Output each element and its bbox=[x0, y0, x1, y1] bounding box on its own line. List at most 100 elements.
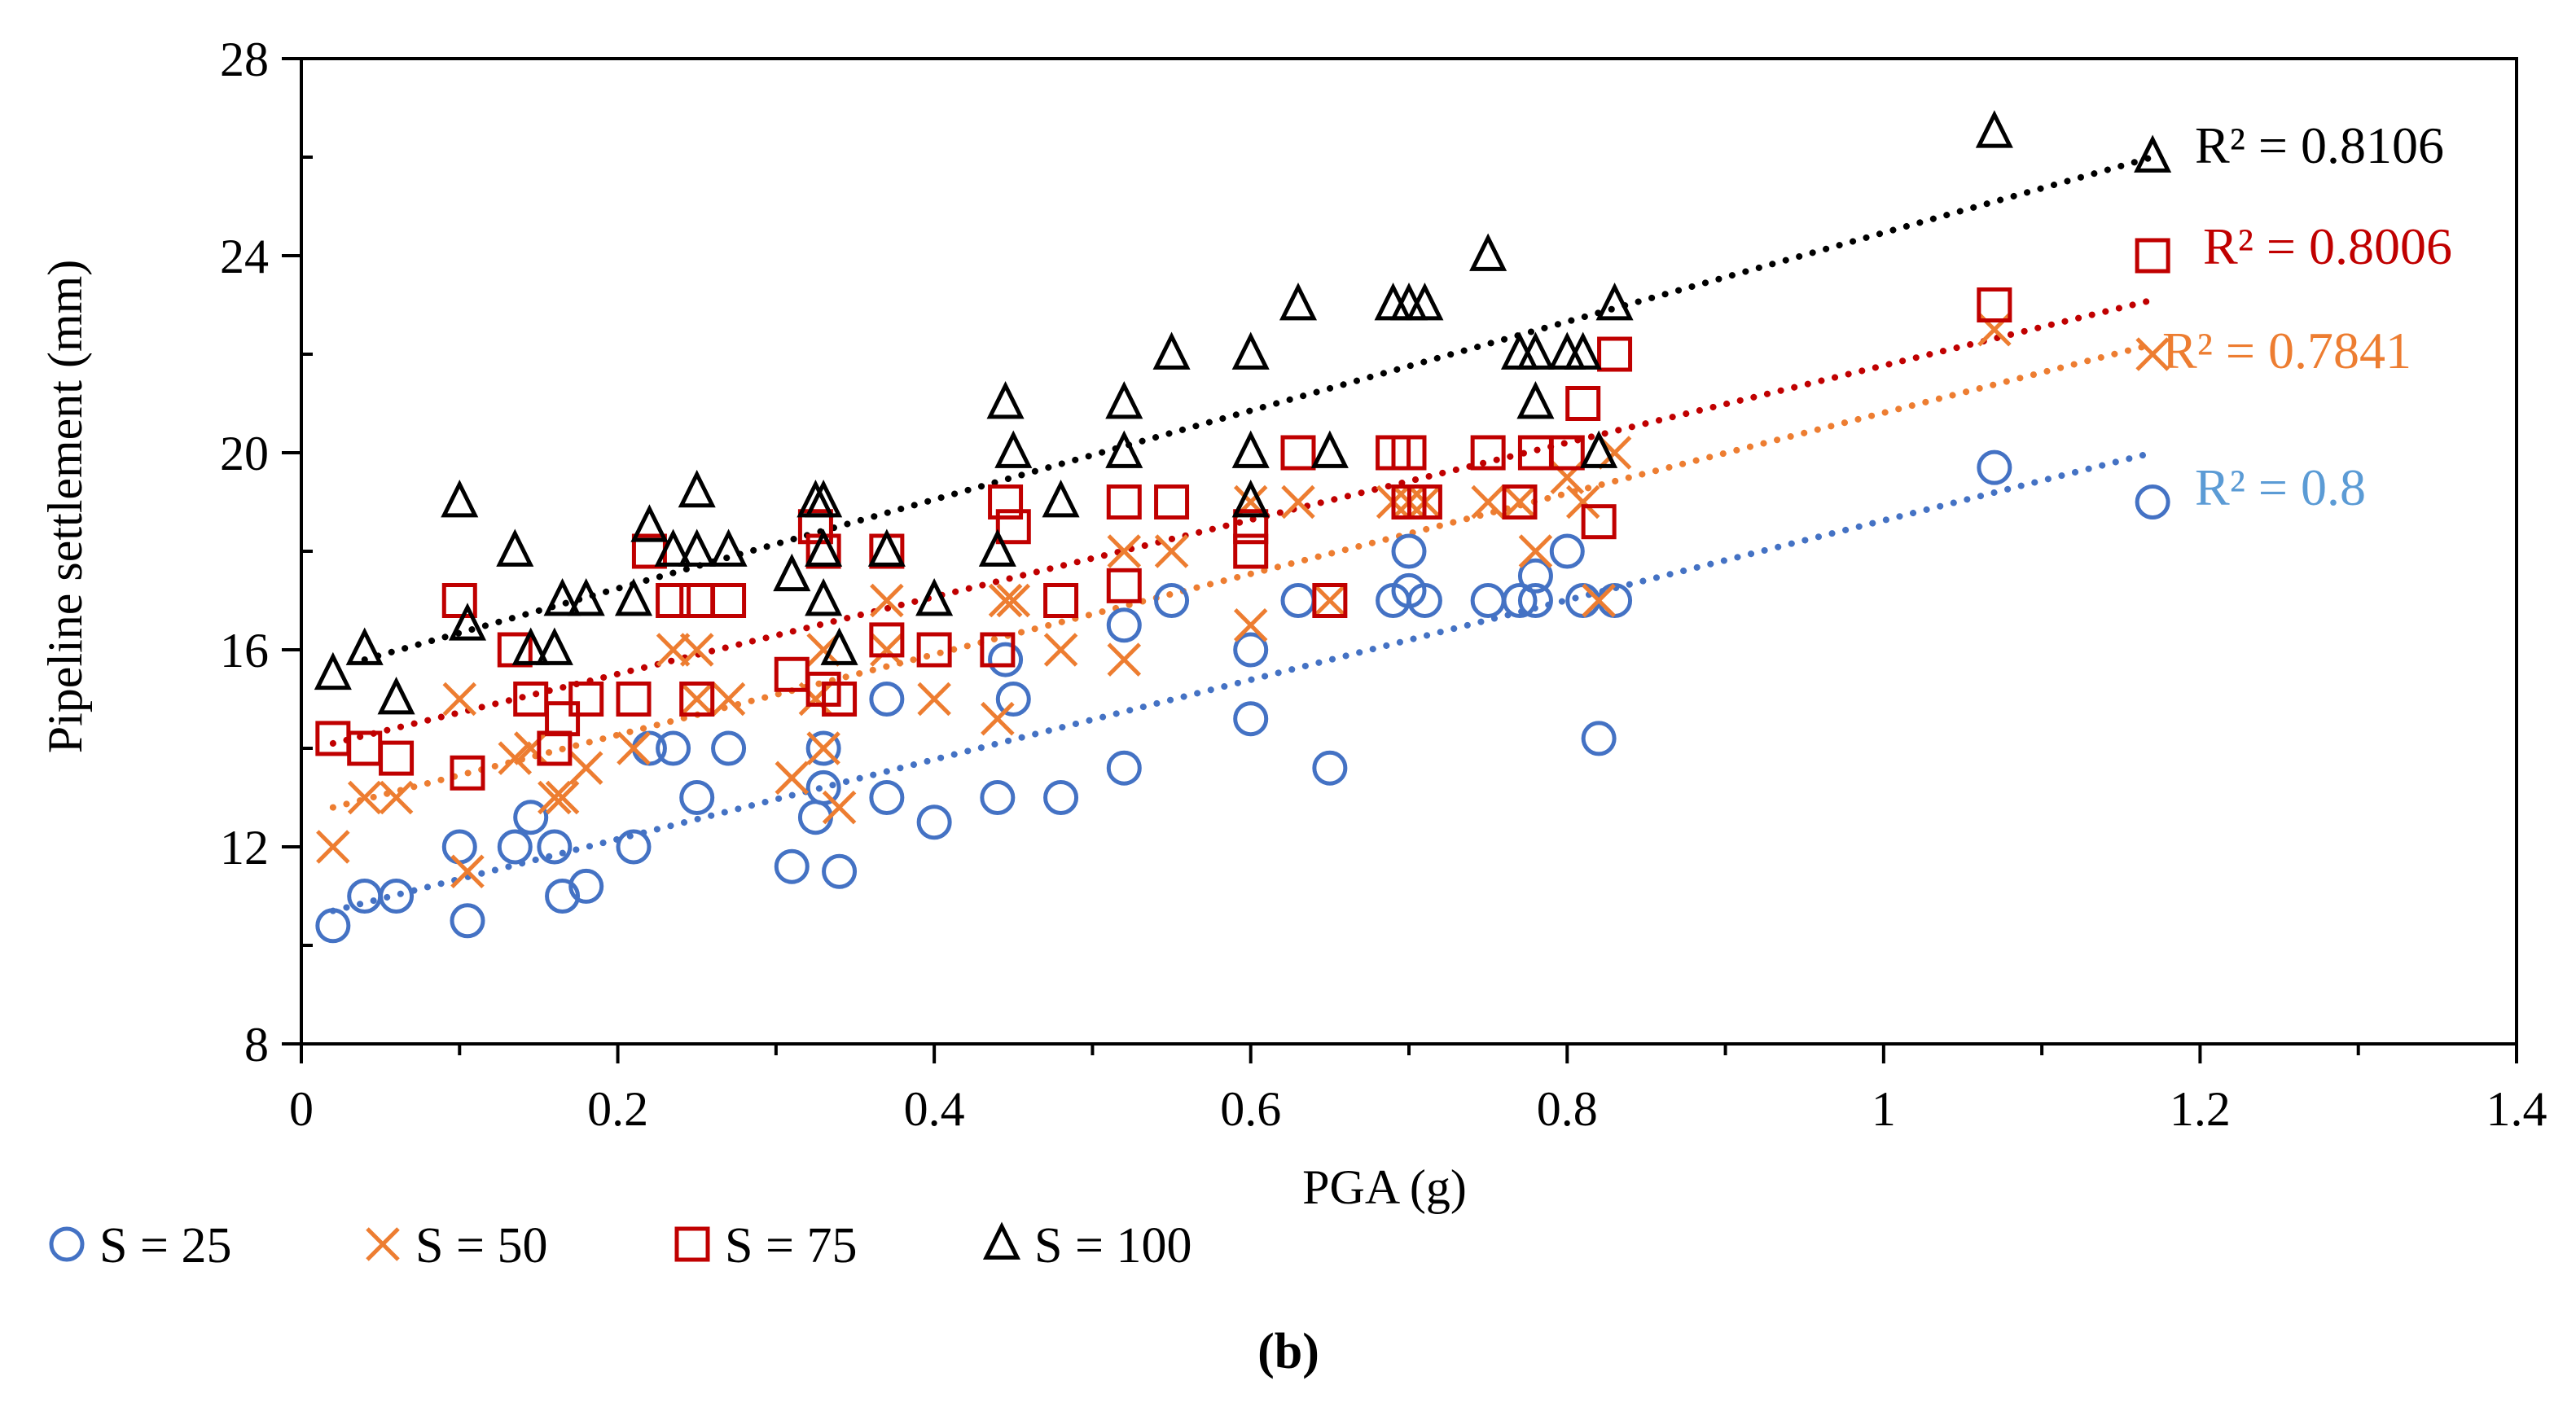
trendline-series-3 bbox=[329, 296, 2157, 747]
y-tick-label: 24 bbox=[220, 230, 269, 283]
data-point bbox=[1233, 701, 1269, 737]
data-point bbox=[869, 622, 905, 658]
trendline-series-4 bbox=[361, 154, 2157, 664]
data-point bbox=[614, 578, 653, 616]
data-point bbox=[711, 583, 747, 618]
legend-item-series-1: S = 25 bbox=[49, 1218, 231, 1274]
data-point bbox=[805, 769, 841, 805]
data-point bbox=[1518, 534, 1553, 568]
data-point bbox=[820, 627, 858, 665]
data-point bbox=[915, 578, 954, 616]
data-point bbox=[1107, 642, 1142, 677]
data-point bbox=[1106, 568, 1142, 603]
y-tick-label: 8 bbox=[244, 1018, 269, 1072]
data-point bbox=[869, 780, 905, 815]
data-point bbox=[1154, 534, 1189, 568]
data-point bbox=[1564, 331, 1602, 370]
data-point bbox=[1154, 484, 1190, 519]
data-point bbox=[1549, 435, 1585, 471]
legend-item-series-3: S = 75 bbox=[674, 1218, 857, 1274]
data-point bbox=[656, 730, 691, 766]
data-point bbox=[441, 583, 477, 618]
data-point bbox=[986, 381, 1025, 419]
data-point bbox=[980, 780, 1016, 815]
data-point bbox=[1105, 430, 1143, 468]
data-point bbox=[2134, 134, 2172, 173]
data-point bbox=[1502, 583, 1538, 618]
data-point bbox=[316, 830, 350, 864]
data-point bbox=[2135, 484, 2170, 519]
data-point bbox=[1280, 435, 1316, 471]
data-point bbox=[1581, 721, 1617, 756]
r2-label-series-4: R² = 0.8106 bbox=[2195, 116, 2444, 174]
legend: S = 25 S = 50 S = 75 S = 100 bbox=[49, 1218, 1191, 1274]
data-point bbox=[654, 528, 692, 567]
data-point bbox=[773, 553, 811, 592]
data-point bbox=[441, 480, 479, 518]
data-point bbox=[1406, 283, 1444, 321]
series-4-points bbox=[314, 110, 2172, 715]
data-point bbox=[1503, 484, 1537, 519]
data-point bbox=[709, 528, 748, 567]
r2-label-series-1: R² = 0.8 bbox=[2195, 458, 2366, 516]
data-point bbox=[511, 627, 550, 665]
data-point bbox=[345, 627, 384, 665]
data-point bbox=[1975, 110, 2013, 148]
data-point bbox=[1231, 331, 1270, 370]
x-axis-title: PGA (g) bbox=[1302, 1160, 1467, 1214]
data-point bbox=[379, 879, 415, 914]
data-point bbox=[1565, 386, 1601, 421]
data-point bbox=[1581, 504, 1617, 540]
data-point bbox=[678, 528, 716, 567]
x-tick-label: 0.6 bbox=[1220, 1082, 1281, 1136]
data-point bbox=[995, 682, 1031, 717]
y-tick-label: 20 bbox=[220, 427, 269, 480]
data-point bbox=[1516, 331, 1555, 370]
data-point bbox=[805, 578, 843, 616]
data-point bbox=[314, 651, 352, 690]
data-point bbox=[496, 528, 534, 567]
data-point bbox=[978, 528, 1016, 567]
data-point bbox=[1281, 484, 1315, 519]
data-point bbox=[995, 509, 1031, 545]
data-point bbox=[568, 868, 604, 904]
x-tick-label: 1.4 bbox=[2486, 1082, 2547, 1136]
data-point bbox=[450, 755, 485, 791]
data-point bbox=[448, 603, 487, 641]
data-point bbox=[805, 730, 841, 766]
y-tick-label: 12 bbox=[220, 821, 269, 875]
data-point bbox=[1516, 381, 1555, 419]
data-point bbox=[442, 682, 477, 717]
data-point bbox=[315, 908, 351, 944]
data-point bbox=[1406, 583, 1442, 618]
data-point bbox=[513, 800, 549, 835]
legend-label: S = 25 bbox=[99, 1218, 231, 1274]
data-point bbox=[617, 731, 651, 765]
data-point bbox=[1043, 780, 1079, 815]
data-point bbox=[917, 682, 951, 717]
data-point bbox=[450, 854, 485, 889]
data-point bbox=[1582, 583, 1616, 618]
data-point bbox=[656, 583, 691, 618]
data-point bbox=[1106, 484, 1142, 519]
data-point bbox=[379, 780, 414, 815]
data-points bbox=[314, 110, 2172, 944]
data-point bbox=[1595, 283, 1634, 321]
data-point bbox=[1517, 558, 1553, 594]
data-point bbox=[568, 751, 603, 785]
legend-label: S = 100 bbox=[1034, 1218, 1191, 1274]
series-1-points bbox=[315, 449, 2170, 944]
legend-marker bbox=[49, 1226, 85, 1262]
data-point bbox=[377, 677, 415, 715]
data-point bbox=[988, 642, 1024, 677]
data-point bbox=[1312, 750, 1348, 786]
data-point bbox=[513, 731, 548, 765]
data-point bbox=[545, 701, 581, 737]
data-point bbox=[1042, 480, 1080, 518]
r2-label-series-2: R² = 0.7841 bbox=[2162, 322, 2411, 379]
data-point bbox=[867, 528, 906, 567]
data-point bbox=[994, 430, 1033, 468]
data-point bbox=[797, 509, 833, 545]
data-point bbox=[679, 682, 714, 717]
